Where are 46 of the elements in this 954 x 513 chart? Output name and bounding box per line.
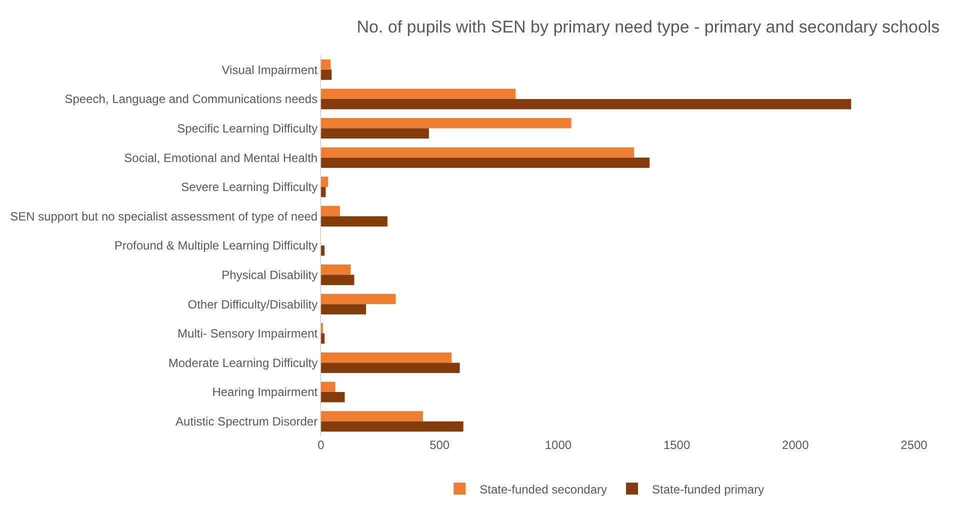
bar <box>321 246 325 256</box>
bar <box>321 333 325 344</box>
bar <box>321 88 516 99</box>
x-tick-label: 1000 <box>544 438 572 452</box>
x-tick-label: 0 <box>318 438 325 452</box>
y-tick-label: Multi- Sensory Impairment <box>178 326 318 341</box>
bar <box>321 392 345 402</box>
x-tick-label: 2000 <box>782 438 810 452</box>
bar <box>321 382 336 392</box>
x-tick-label: 500 <box>430 438 450 452</box>
bar <box>321 264 351 275</box>
bar <box>321 128 429 139</box>
bar <box>321 147 634 158</box>
bar <box>321 158 650 168</box>
y-tick-label: SEN support but no specialist assessment of type of need <box>10 209 318 224</box>
bar <box>321 362 460 373</box>
bar <box>321 352 452 363</box>
y-tick-label: Moderate Learning Difficulty <box>168 356 318 370</box>
x-tick-label: 1500 <box>663 438 690 452</box>
y-tick-label: Specific Learning Difficulty <box>177 121 318 136</box>
y-tick-label: Speech, Language and Communications needs <box>64 92 318 106</box>
bar <box>321 304 366 314</box>
y-tick-label: Autistic Spectrum Disorder <box>176 414 318 429</box>
bar <box>321 70 332 80</box>
bar <box>321 411 423 422</box>
y-tick-label: Visual Impairment <box>222 62 318 77</box>
bar <box>321 59 330 70</box>
y-tick-label: Profound & Multiple Learning Difficulty <box>114 238 318 253</box>
legend-label: State-funded primary <box>652 482 764 496</box>
legend-label: State-funded secondary <box>480 482 608 496</box>
y-tick-label: Social, Emotional and Mental Health <box>124 150 318 165</box>
bar <box>321 98 852 110</box>
bar <box>321 206 340 216</box>
bar <box>321 421 464 432</box>
bar <box>321 274 354 286</box>
y-tick-label: Hearing Impairment <box>212 385 318 400</box>
chart-title: No. of pupils with SEN by primary need type - primary and secondary schools <box>356 17 940 36</box>
y-tick-label: Severe Learning Difficulty <box>181 180 318 194</box>
bar <box>321 294 396 304</box>
x-tick-label: 2500 <box>900 438 928 452</box>
y-tick-label: Other Difficulty/Disability <box>188 297 318 312</box>
y-tick-label: Physical Disability <box>222 268 318 282</box>
bar <box>321 118 572 128</box>
bar <box>321 216 388 226</box>
bar <box>321 176 328 187</box>
bar <box>321 186 326 198</box>
